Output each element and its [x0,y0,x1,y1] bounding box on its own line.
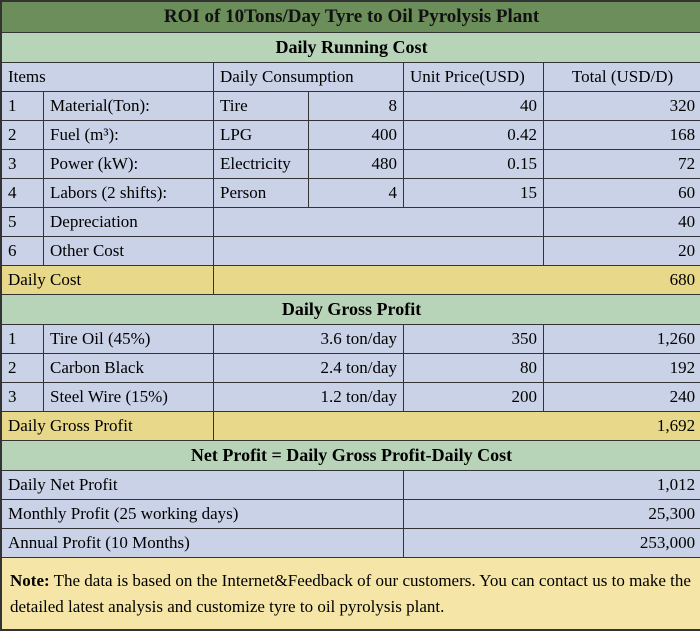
net-row-label: Daily Net Profit [2,471,404,500]
cost-row-type: Person [214,179,309,208]
cost-row-item: Labors (2 shifts): [44,179,214,208]
daily-cost-sum-row: Daily Cost 680 [2,266,700,295]
cost-row-total: 40 [544,208,700,237]
cost-row: 2 Fuel (m³): LPG 400 0.42 168 [2,121,700,150]
cost-row-total: 320 [544,92,700,121]
gross-row-num: 2 [2,354,44,383]
cost-row-num: 5 [2,208,44,237]
cost-row-price: 15 [404,179,544,208]
roi-table-container: ROI of 10Tons/Day Tyre to Oil Pyrolysis … [0,0,700,631]
net-section-header: Net Profit = Daily Gross Profit-Daily Co… [2,441,700,471]
cost-row-total: 60 [544,179,700,208]
cost-row: 6 Other Cost 20 [2,237,700,266]
header-unit-price: Unit Price(USD) [404,63,544,92]
cost-row-item: Fuel (m³): [44,121,214,150]
cost-row-item: Power (kW): [44,150,214,179]
cost-row-merged [214,208,544,237]
net-row: Daily Net Profit 1,012 [2,471,700,500]
gross-row-num: 1 [2,325,44,354]
net-row-label: Monthly Profit (25 working days) [2,500,404,529]
note-row: Note: The data is based on the Internet&… [2,558,700,630]
cost-row: 5 Depreciation 40 [2,208,700,237]
cost-row-merged [214,237,544,266]
net-row-value: 1,012 [404,471,700,500]
header-total: Total (USD/D) [544,63,700,92]
gross-sum-label: Daily Gross Profit [2,412,214,441]
daily-cost-value: 680 [214,266,700,295]
cost-header-row: Items Daily Consumption Unit Price(USD) … [2,63,700,92]
gross-row-item: Steel Wire (15%) [44,383,214,412]
net-row-value: 25,300 [404,500,700,529]
note-text: The data is based on the Internet&Feedba… [10,571,691,616]
gross-row-qty: 1.2 ton/day [214,383,404,412]
cost-section-label: Daily Running Cost [2,33,700,63]
roi-table: ROI of 10Tons/Day Tyre to Oil Pyrolysis … [1,1,700,630]
cost-row-num: 1 [2,92,44,121]
gross-row-qty: 3.6 ton/day [214,325,404,354]
gross-row-price: 200 [404,383,544,412]
cost-row-total: 72 [544,150,700,179]
gross-row-item: Tire Oil (45%) [44,325,214,354]
cost-row-qty: 8 [309,92,404,121]
cost-row-price: 40 [404,92,544,121]
cost-row-num: 4 [2,179,44,208]
net-row-value: 253,000 [404,529,700,558]
gross-row-total: 1,260 [544,325,700,354]
header-consumption: Daily Consumption [214,63,404,92]
gross-row: 2 Carbon Black 2.4 ton/day 80 192 [2,354,700,383]
header-items: Items [2,63,214,92]
gross-row: 1 Tire Oil (45%) 3.6 ton/day 350 1,260 [2,325,700,354]
gross-row-item: Carbon Black [44,354,214,383]
cost-section-header: Daily Running Cost [2,33,700,63]
net-row: Monthly Profit (25 working days) 25,300 [2,500,700,529]
gross-section-header: Daily Gross Profit [2,295,700,325]
cost-row-num: 2 [2,121,44,150]
cost-row-num: 3 [2,150,44,179]
gross-row-num: 3 [2,383,44,412]
gross-row-price: 350 [404,325,544,354]
cost-row-item: Material(Ton): [44,92,214,121]
main-title-row: ROI of 10Tons/Day Tyre to Oil Pyrolysis … [2,2,700,33]
gross-row-total: 240 [544,383,700,412]
note-cell: Note: The data is based on the Internet&… [2,558,700,630]
gross-sum-row: Daily Gross Profit 1,692 [2,412,700,441]
cost-row-type: Electricity [214,150,309,179]
gross-section-label: Daily Gross Profit [2,295,700,325]
cost-row-price: 0.15 [404,150,544,179]
note-prefix: Note: [10,571,50,590]
gross-row: 3 Steel Wire (15%) 1.2 ton/day 200 240 [2,383,700,412]
daily-cost-label: Daily Cost [2,266,214,295]
net-row: Annual Profit (10 Months) 253,000 [2,529,700,558]
gross-row-price: 80 [404,354,544,383]
net-section-label: Net Profit = Daily Gross Profit-Daily Co… [2,441,700,471]
cost-row-item: Depreciation [44,208,214,237]
cost-row-qty: 4 [309,179,404,208]
gross-sum-value: 1,692 [214,412,700,441]
cost-row-price: 0.42 [404,121,544,150]
cost-row-qty: 480 [309,150,404,179]
cost-row-item: Other Cost [44,237,214,266]
cost-row-type: LPG [214,121,309,150]
gross-row-qty: 2.4 ton/day [214,354,404,383]
cost-row: 1 Material(Ton): Tire 8 40 320 [2,92,700,121]
net-row-label: Annual Profit (10 Months) [2,529,404,558]
gross-row-total: 192 [544,354,700,383]
cost-row: 3 Power (kW): Electricity 480 0.15 72 [2,150,700,179]
cost-row-qty: 400 [309,121,404,150]
cost-row-type: Tire [214,92,309,121]
cost-row-num: 6 [2,237,44,266]
main-title: ROI of 10Tons/Day Tyre to Oil Pyrolysis … [2,2,700,33]
cost-row-total: 20 [544,237,700,266]
cost-row-total: 168 [544,121,700,150]
cost-row: 4 Labors (2 shifts): Person 4 15 60 [2,179,700,208]
